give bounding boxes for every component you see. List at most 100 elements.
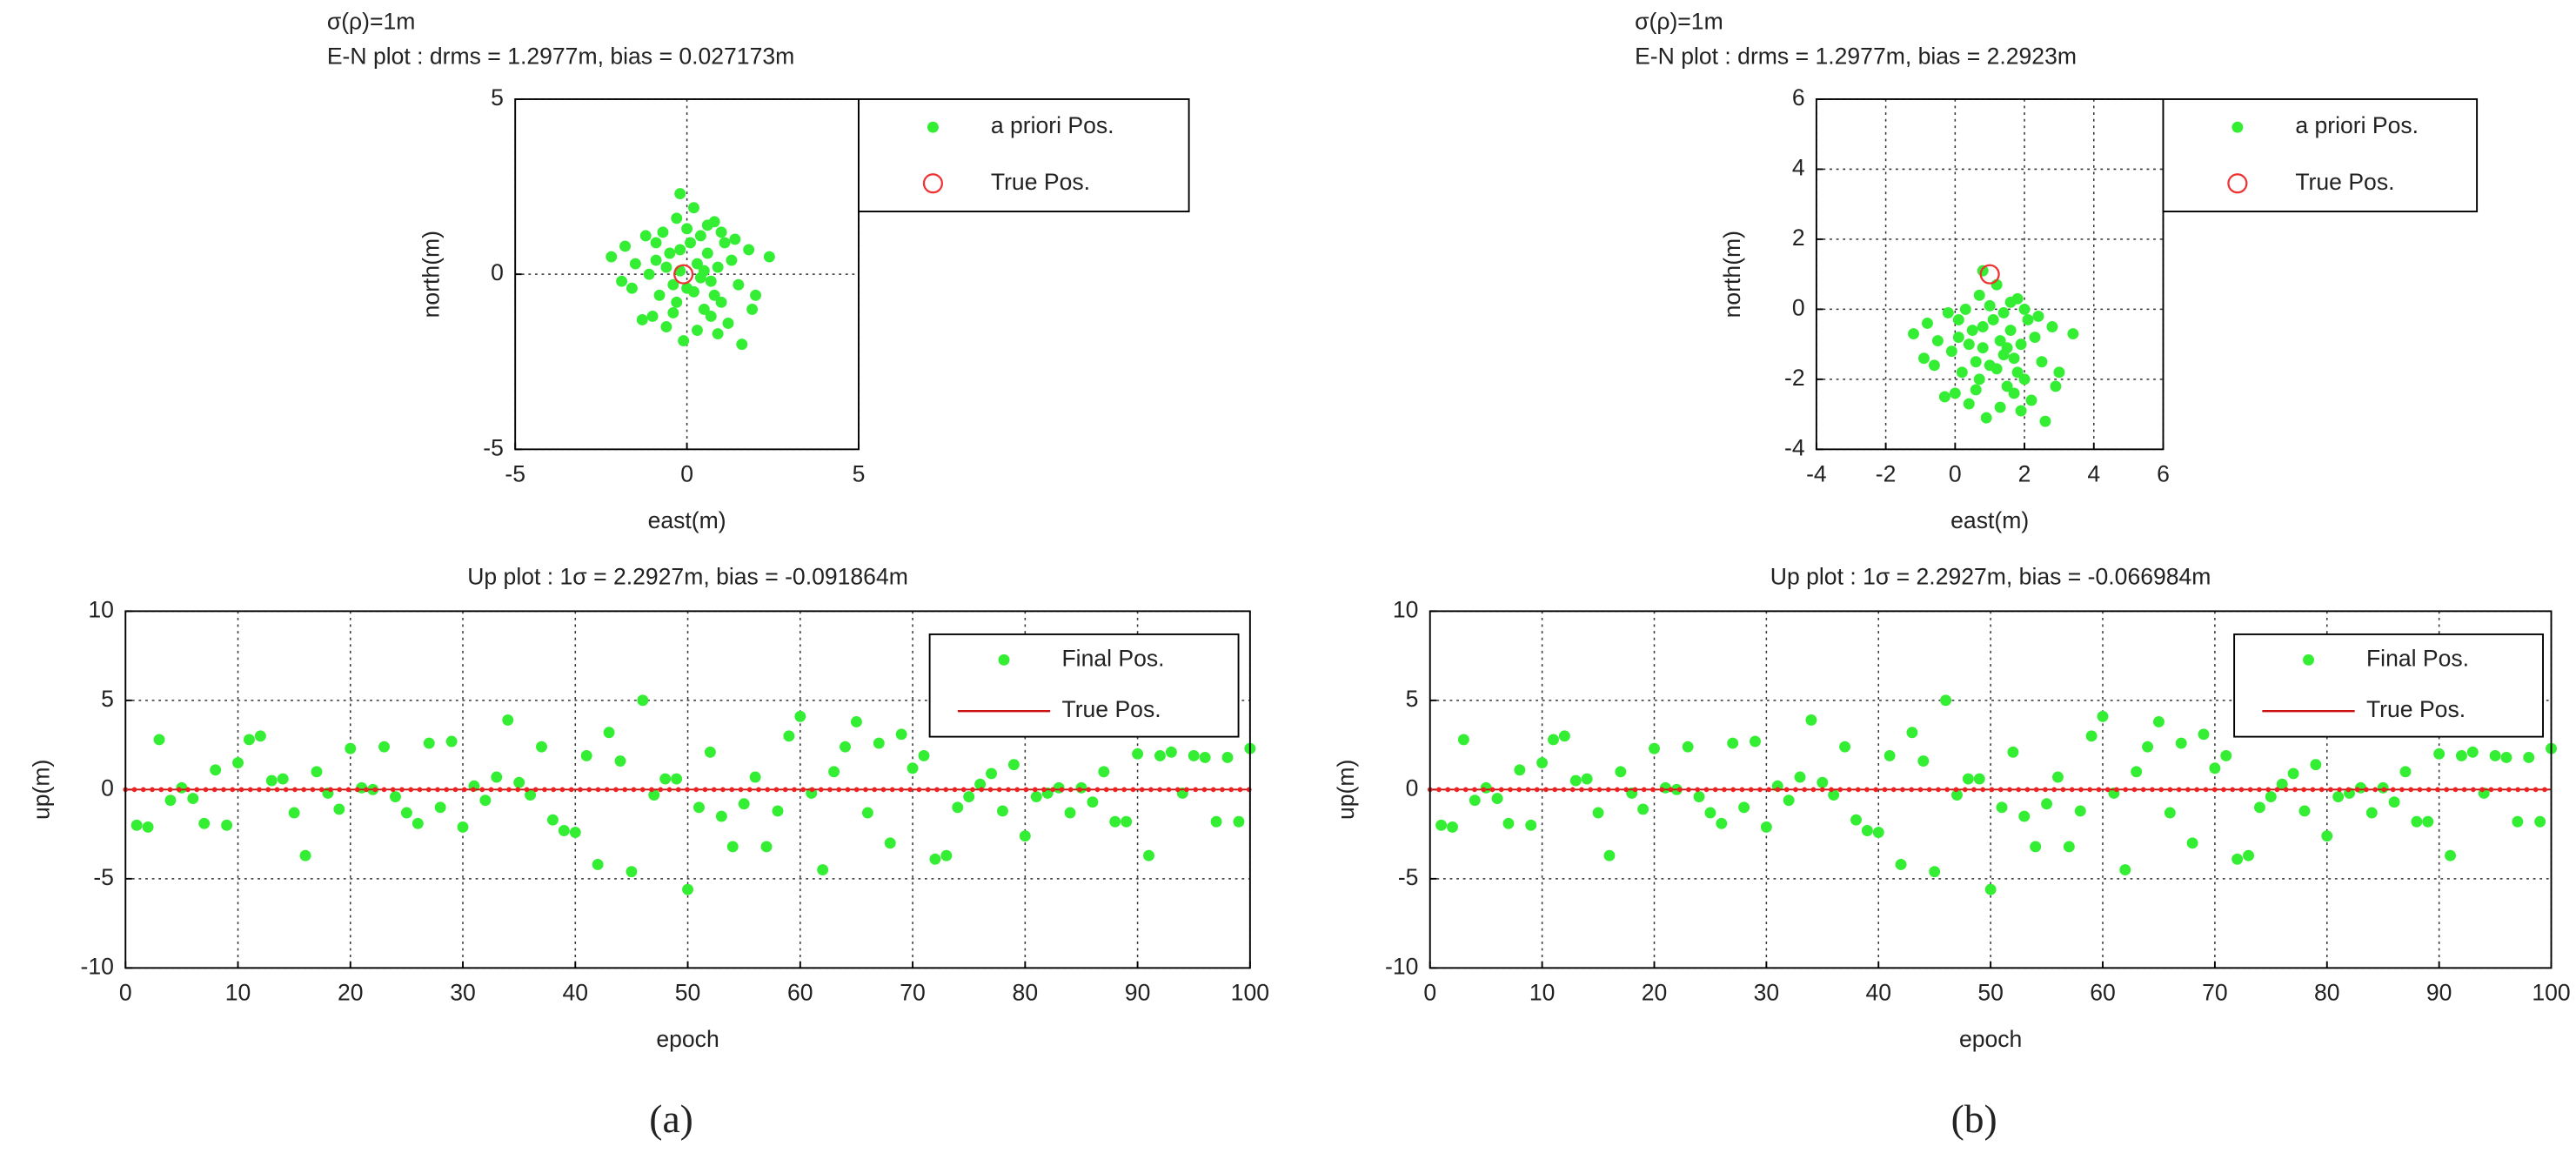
point xyxy=(1019,830,1031,842)
point xyxy=(1615,766,1627,778)
point xyxy=(2534,815,2546,828)
point xyxy=(681,282,693,294)
point xyxy=(743,244,755,256)
point xyxy=(2365,807,2378,819)
point xyxy=(691,258,703,270)
point xyxy=(2243,849,2255,861)
point xyxy=(614,755,626,768)
point xyxy=(643,268,655,280)
point xyxy=(1548,734,1559,746)
point xyxy=(667,306,679,318)
point xyxy=(2029,332,2041,344)
point xyxy=(736,339,748,351)
point xyxy=(2018,373,2031,385)
point xyxy=(698,303,710,315)
point xyxy=(1109,815,1121,828)
y-tick-label: -10 xyxy=(81,953,114,979)
point xyxy=(1165,746,1177,758)
point xyxy=(1502,817,1515,829)
point xyxy=(400,807,412,819)
point xyxy=(701,247,713,259)
point xyxy=(2231,853,2244,865)
point xyxy=(918,749,930,761)
y-tick-label: 10 xyxy=(88,596,114,622)
point xyxy=(626,866,638,878)
point xyxy=(1569,774,1582,787)
y-axis-label: up(m) xyxy=(28,760,54,820)
point xyxy=(1951,789,1963,801)
x-tick-label: 10 xyxy=(1529,980,1556,1006)
point xyxy=(2018,810,2031,822)
legend-swatch xyxy=(2303,654,2314,666)
point xyxy=(1952,332,1964,344)
legend-box xyxy=(2162,98,2479,212)
caption: (b) xyxy=(1951,1096,1997,1141)
point xyxy=(1007,759,1020,771)
x-tick-label: 0 xyxy=(119,980,132,1006)
point xyxy=(2445,849,2456,861)
x-tick-label: -5 xyxy=(505,461,525,487)
point xyxy=(1883,749,1896,761)
point xyxy=(674,244,686,256)
point xyxy=(1716,817,1728,829)
x-tick-label: 5 xyxy=(853,461,866,487)
point xyxy=(660,261,672,273)
point xyxy=(1917,352,1930,365)
point xyxy=(963,791,975,803)
point xyxy=(345,742,357,754)
y-tick-label: 6 xyxy=(1792,84,1805,111)
point xyxy=(2119,864,2131,876)
point xyxy=(1984,299,1996,312)
point xyxy=(2186,837,2198,849)
point xyxy=(671,296,683,308)
point xyxy=(1908,328,1919,340)
point xyxy=(1064,807,1076,819)
point xyxy=(1973,773,1985,785)
point xyxy=(1945,345,1957,358)
point xyxy=(2455,749,2467,761)
point xyxy=(1906,727,1918,739)
point xyxy=(2253,801,2265,814)
point xyxy=(198,817,211,829)
point xyxy=(2298,805,2311,817)
point xyxy=(254,730,266,742)
point xyxy=(2053,366,2065,379)
point xyxy=(569,827,581,839)
point xyxy=(2004,296,2017,308)
y-axis-label: up(m) xyxy=(1333,760,1359,820)
point xyxy=(682,883,694,895)
point xyxy=(311,766,323,778)
legend-swatch xyxy=(2227,173,2248,194)
point xyxy=(2015,339,2027,351)
point xyxy=(760,841,773,853)
x-axis-label: east(m) xyxy=(648,507,726,533)
point xyxy=(997,805,1008,817)
point xyxy=(2287,768,2299,780)
point xyxy=(940,849,953,861)
point xyxy=(2011,366,2024,379)
point xyxy=(2018,303,2031,315)
legend-label: True Pos. xyxy=(2295,169,2394,195)
x-tick-label: 100 xyxy=(1231,980,1269,1006)
x-tick-label: 80 xyxy=(2314,980,2340,1006)
point xyxy=(952,801,964,814)
point xyxy=(783,730,795,742)
point xyxy=(1030,791,1042,803)
point xyxy=(907,762,919,774)
point xyxy=(2025,394,2037,406)
x-tick-label: 70 xyxy=(2202,980,2228,1006)
point xyxy=(1558,730,1570,742)
point xyxy=(1929,866,1941,878)
point xyxy=(1581,773,1593,785)
point xyxy=(243,734,255,746)
point xyxy=(1447,821,1458,833)
chart-title: E-N plot : drms = 1.2977m, bias = 0.0271… xyxy=(327,44,794,70)
legend-label: a priori Pos. xyxy=(991,112,1114,138)
point xyxy=(2131,766,2143,778)
x-axis-label: epoch xyxy=(1959,1026,2022,1052)
x-tick-label: -2 xyxy=(1876,461,1897,487)
point xyxy=(715,226,727,238)
caption: (a) xyxy=(649,1096,693,1141)
point xyxy=(333,803,345,815)
point xyxy=(659,773,672,785)
